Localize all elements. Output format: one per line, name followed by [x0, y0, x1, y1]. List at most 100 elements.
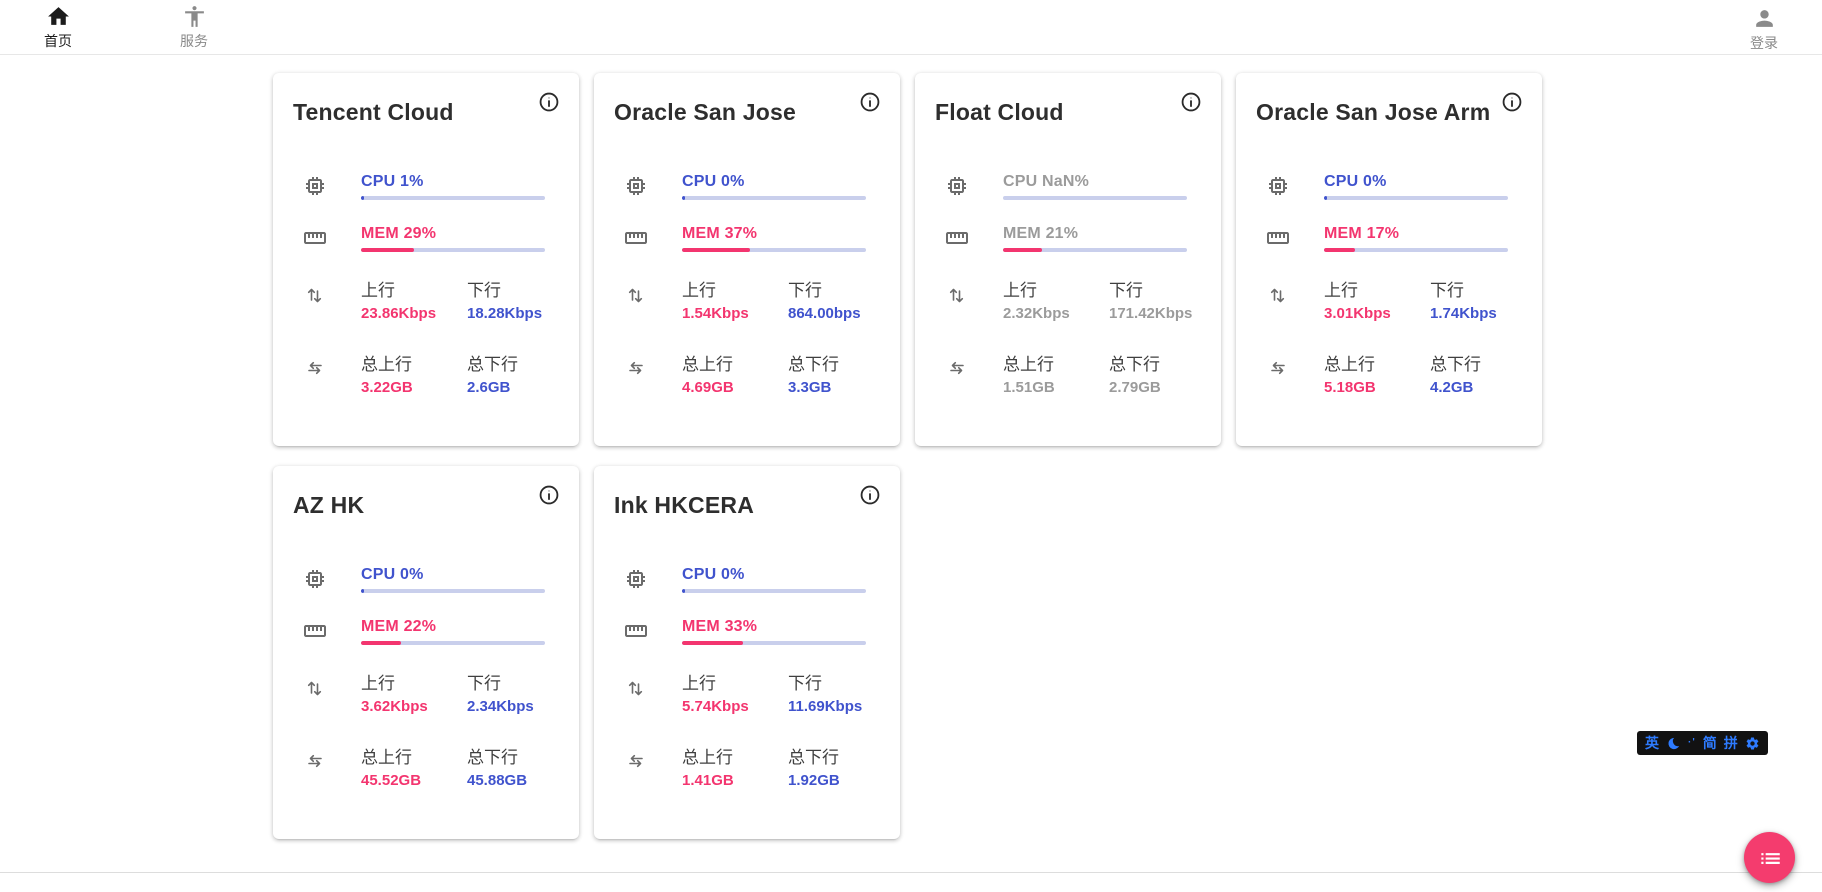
home-icon: [46, 4, 71, 29]
ime-marks: ·': [1688, 737, 1696, 748]
upload-label: 上行: [361, 281, 395, 300]
total-download-value: 3.3GB: [788, 379, 832, 396]
mem-progress-fill: [361, 640, 402, 645]
moon-icon[interactable]: [1666, 736, 1681, 751]
cpu-row: CPU NaN%: [945, 172, 1187, 200]
nav-services-label: 服务: [180, 32, 208, 49]
total-upload: 总上行 3.22GB: [361, 350, 467, 396]
upload-value: 5.74Kbps: [682, 698, 749, 715]
speed-row: 上行 3.62Kbps 下行 2.34Kbps: [303, 669, 545, 715]
mem-progress-track: [1324, 247, 1508, 252]
info-icon[interactable]: [859, 91, 881, 113]
info-icon[interactable]: [1180, 91, 1202, 113]
total-upload-label: 总上行: [1324, 355, 1375, 374]
server-list-fab[interactable]: [1744, 832, 1795, 883]
total-upload: 总上行 45.52GB: [361, 743, 467, 789]
speed-columns: 上行 3.62Kbps 下行 2.34Kbps: [361, 669, 545, 715]
mem-row: MEM 29%: [303, 224, 545, 252]
server-stats: CPU 0% MEM 33%: [594, 565, 900, 789]
up-down-arrows-icon: [945, 282, 971, 322]
total-upload: 总上行 4.69GB: [682, 350, 788, 396]
upload-value: 3.01Kbps: [1324, 305, 1391, 322]
mem-meter: MEM 37%: [682, 225, 866, 252]
ruler-icon: [303, 619, 329, 643]
ime-simplified-indicator[interactable]: 简: [1702, 735, 1717, 751]
total-columns: 总上行 1.51GB 总下行 2.79GB: [1003, 350, 1187, 396]
total-download-label: 总下行: [467, 748, 518, 767]
total-columns: 总上行 1.41GB 总下行 1.92GB: [682, 743, 866, 789]
total-upload: 总上行 1.51GB: [1003, 350, 1109, 396]
info-icon[interactable]: [538, 91, 560, 113]
mem-progress-fill: [682, 247, 751, 252]
info-icon[interactable]: [859, 484, 881, 506]
server-card: Oracle San Jose Arm CPU 0%: [1236, 73, 1542, 446]
cpu-progress-fill: [361, 588, 364, 593]
download-value: 2.34Kbps: [467, 698, 534, 715]
cpu-progress-track: [1003, 195, 1187, 200]
mem-meter: MEM 29%: [361, 225, 545, 252]
up-down-arrows-icon: [624, 675, 650, 715]
nav-item-home[interactable]: 首页: [26, 4, 90, 51]
total-upload-value: 4.69GB: [682, 379, 734, 396]
info-icon[interactable]: [1501, 91, 1523, 113]
total-traffic-row: 总上行 3.22GB 总下行 2.6GB: [303, 350, 545, 396]
cpu-usage-text: CPU 0%: [361, 565, 424, 583]
up-down-arrows-icon: [1266, 282, 1292, 322]
upload-speed: 上行 23.86Kbps: [361, 276, 467, 322]
cpu-progress-track: [361, 588, 545, 593]
total-upload-label: 总上行: [361, 355, 412, 374]
total-upload: 总上行 5.18GB: [1324, 350, 1430, 396]
total-columns: 总上行 45.52GB 总下行 45.88GB: [361, 743, 545, 789]
upload-label: 上行: [1003, 281, 1037, 300]
mem-usage-text: MEM 37%: [682, 224, 758, 242]
cpu-progress-fill: [682, 588, 685, 593]
ruler-icon: [624, 226, 650, 250]
download-speed: 下行 864.00bps: [788, 276, 866, 322]
cpu-chip-icon: [303, 174, 329, 198]
server-stats: CPU 0% MEM 37%: [594, 172, 900, 396]
server-card: Ink HKCERA CPU 0%: [594, 466, 900, 839]
list-icon: [1757, 845, 1783, 871]
mem-meter: MEM 22%: [361, 618, 545, 645]
server-stats: CPU 0% MEM 17%: [1236, 172, 1542, 396]
upload-speed: 上行 2.32Kbps: [1003, 276, 1109, 322]
total-download: 总下行 1.92GB: [788, 743, 866, 789]
download-speed: 下行 18.28Kbps: [467, 276, 545, 322]
download-label: 下行: [788, 281, 822, 300]
gear-icon[interactable]: [1745, 736, 1760, 751]
mem-progress-fill: [1324, 247, 1356, 252]
info-icon[interactable]: [538, 484, 560, 506]
mem-usage-text: MEM 22%: [361, 617, 437, 635]
cpu-usage-text: CPU 0%: [1324, 172, 1387, 190]
footer-divider: [0, 872, 1822, 873]
download-label: 下行: [788, 674, 822, 693]
total-download-label: 总下行: [788, 748, 839, 767]
ruler-icon: [945, 226, 971, 250]
mem-meter: MEM 21%: [1003, 225, 1187, 252]
server-stats: CPU 0% MEM 22%: [273, 565, 579, 789]
total-traffic-row: 总上行 45.52GB 总下行 45.88GB: [303, 743, 545, 789]
speed-columns: 上行 3.01Kbps 下行 1.74Kbps: [1324, 276, 1508, 322]
mem-row: MEM 37%: [624, 224, 866, 252]
ime-pinyin-indicator[interactable]: 拼: [1723, 735, 1738, 751]
cpu-row: CPU 0%: [1266, 172, 1508, 200]
speed-row: 上行 23.86Kbps 下行 18.28Kbps: [303, 276, 545, 322]
nav-home-label: 首页: [44, 32, 72, 49]
upload-label: 上行: [682, 281, 716, 300]
download-value: 171.42Kbps: [1109, 305, 1193, 322]
upload-value: 23.86Kbps: [361, 305, 437, 322]
server-name: Ink HKCERA: [614, 492, 755, 518]
server-name: Oracle San Jose: [614, 99, 796, 125]
download-speed: 下行 1.74Kbps: [1430, 276, 1508, 322]
nav-item-login[interactable]: 登录: [1732, 6, 1796, 53]
ruler-icon: [1266, 226, 1292, 250]
server-card: AZ HK CPU 0%: [273, 466, 579, 839]
ime-toolbar[interactable]: 英 ·' 简 拼: [1637, 731, 1768, 755]
cpu-progress-track: [1324, 195, 1508, 200]
total-download: 总下行 3.3GB: [788, 350, 866, 396]
nav-item-services[interactable]: 服务: [162, 4, 226, 51]
download-speed: 下行 171.42Kbps: [1109, 276, 1192, 322]
accessibility-icon: [182, 4, 207, 29]
mem-progress-fill: [682, 640, 743, 645]
ime-english-indicator[interactable]: 英: [1645, 735, 1659, 751]
